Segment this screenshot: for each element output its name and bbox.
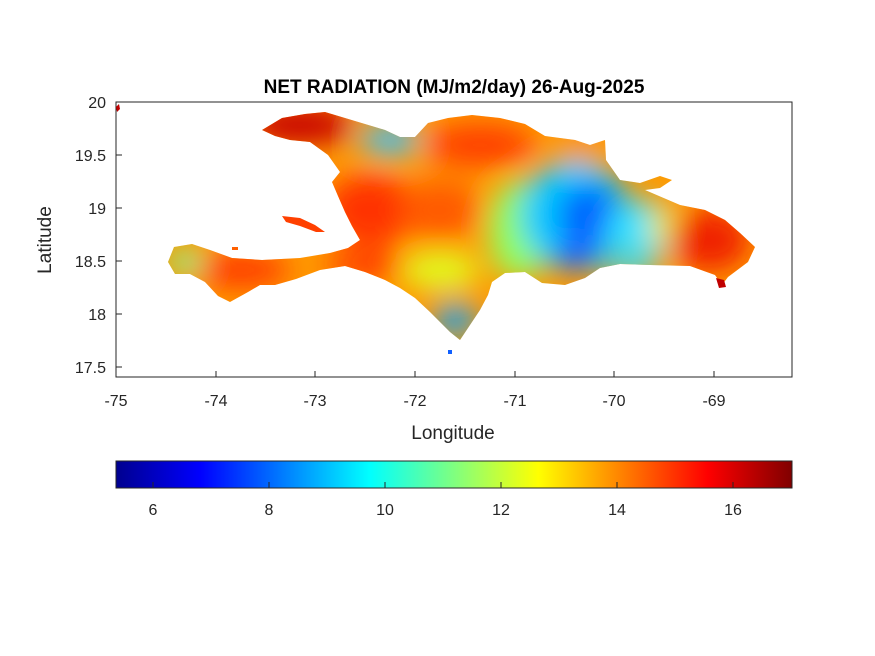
y-tick-label: 18.5 bbox=[75, 254, 106, 271]
x-tick-label: -74 bbox=[204, 393, 227, 410]
colorbar-tick-label: 12 bbox=[492, 502, 510, 519]
plot-area bbox=[115, 101, 793, 378]
x-tick-label: -71 bbox=[503, 393, 526, 410]
colorbar-gradient bbox=[115, 460, 793, 489]
field-blob bbox=[190, 252, 290, 288]
field-blob bbox=[168, 250, 203, 274]
y-tick-label: 20 bbox=[88, 95, 106, 112]
field-blob bbox=[425, 123, 535, 167]
colorbar-tick-label: 8 bbox=[265, 502, 274, 519]
colorbar: 6 8 10 12 14 16 bbox=[115, 460, 793, 519]
x-tick-label: -70 bbox=[602, 393, 625, 410]
colorbar-tick-label: 6 bbox=[149, 502, 158, 519]
y-tick-label: 17.5 bbox=[75, 360, 106, 377]
y-tick-label: 19.5 bbox=[75, 148, 106, 165]
x-axis-label: Longitude bbox=[411, 423, 494, 444]
x-tick-label: -75 bbox=[104, 393, 127, 410]
y-axis-label: Latitude bbox=[35, 206, 56, 274]
x-tick-label: -69 bbox=[702, 393, 725, 410]
x-axis: -75 -74 -73 -72 -71 -70 -69 Longitude bbox=[104, 371, 726, 444]
field-blob bbox=[400, 252, 480, 288]
x-tick-label: -73 bbox=[303, 393, 326, 410]
islet-beata bbox=[448, 350, 452, 354]
y-tick-label: 19 bbox=[88, 201, 106, 218]
islet-southeast bbox=[716, 278, 726, 288]
chart-title: NET RADIATION (MJ/m2/day) 26-Aug-2025 bbox=[264, 77, 645, 98]
colorbar-tick-label: 14 bbox=[608, 502, 626, 519]
field-blob bbox=[553, 241, 597, 269]
y-axis: 20 19.5 19 18.5 18 17.5 Latitude bbox=[35, 95, 122, 377]
islet-gonave bbox=[232, 247, 238, 250]
colorbar-tick-label: 16 bbox=[724, 502, 742, 519]
islet-corner bbox=[116, 104, 120, 112]
colorbar-tick-label: 10 bbox=[376, 502, 394, 519]
x-tick-label: -72 bbox=[403, 393, 426, 410]
islet-tortuga bbox=[282, 216, 325, 232]
field-blob bbox=[400, 180, 480, 240]
y-tick-label: 18 bbox=[88, 307, 106, 324]
